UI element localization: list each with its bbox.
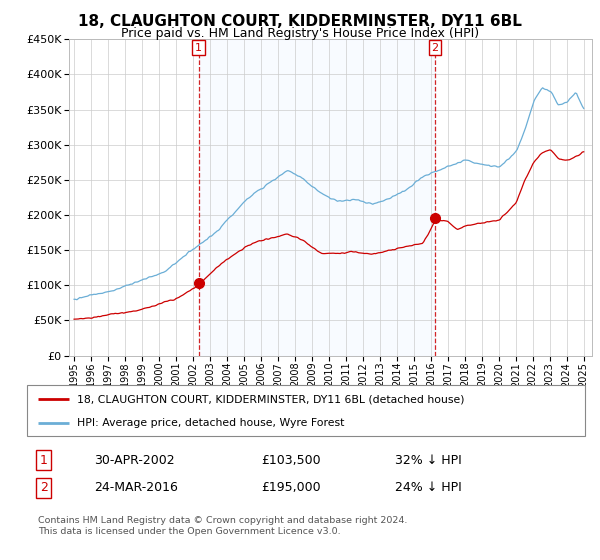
Text: HPI: Average price, detached house, Wyre Forest: HPI: Average price, detached house, Wyre… [77,418,344,428]
Text: 24-MAR-2016: 24-MAR-2016 [94,481,178,494]
Text: 2: 2 [40,481,47,494]
Text: £103,500: £103,500 [262,454,321,467]
Text: 18, CLAUGHTON COURT, KIDDERMINSTER, DY11 6BL: 18, CLAUGHTON COURT, KIDDERMINSTER, DY11… [78,14,522,29]
Text: Price paid vs. HM Land Registry's House Price Index (HPI): Price paid vs. HM Land Registry's House … [121,27,479,40]
Text: 2: 2 [431,43,439,53]
Text: 24% ↓ HPI: 24% ↓ HPI [395,481,462,494]
Text: 30-APR-2002: 30-APR-2002 [94,454,175,467]
Text: 18, CLAUGHTON COURT, KIDDERMINSTER, DY11 6BL (detached house): 18, CLAUGHTON COURT, KIDDERMINSTER, DY11… [77,394,465,404]
Text: £195,000: £195,000 [262,481,321,494]
Bar [199,39,435,356]
Text: 32% ↓ HPI: 32% ↓ HPI [395,454,462,467]
Text: 1: 1 [40,454,47,467]
Text: 1: 1 [195,43,202,53]
Text: Contains HM Land Registry data © Crown copyright and database right 2024.
This d: Contains HM Land Registry data © Crown c… [38,516,407,536]
